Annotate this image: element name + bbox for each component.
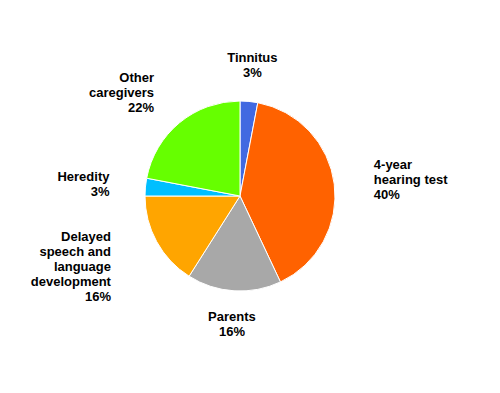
slice-label: Heredity3% [57, 169, 110, 199]
pie-slice [147, 101, 240, 196]
pie-slice [145, 196, 240, 276]
slice-label: Othercaregivers22% [89, 70, 154, 115]
slice-label: Tinnitus3% [227, 50, 277, 80]
slice-label: Delayedspeech andlanguagedevelopment16% [31, 229, 112, 304]
slice-label: 4-yearhearing test40% [374, 157, 448, 202]
slices [145, 101, 335, 291]
pie-chart: Tinnitus3% 4-yearhearing test40% Parents16… [0, 0, 500, 393]
labels: Tinnitus3% 4-yearhearing test40% Parents16… [31, 50, 448, 339]
chart-container: Tinnitus3% 4-yearhearing test40% Parents16… [0, 0, 500, 393]
slice-label: Parents16% [208, 309, 256, 339]
